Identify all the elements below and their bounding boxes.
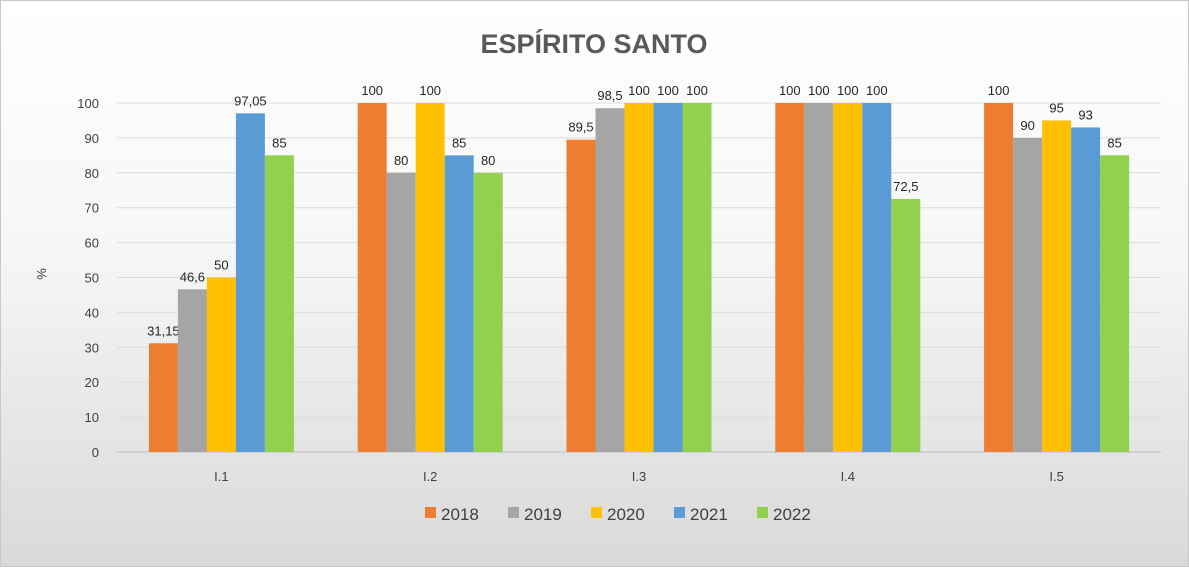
bar-2019-I.5: [1013, 137, 1043, 452]
x-tick-label: I.2: [423, 469, 437, 484]
data-label: 80: [481, 153, 495, 168]
bar-2022-I.3: [682, 103, 712, 452]
bar-2021-I.5: [1071, 127, 1101, 453]
bar-2021-I.4: [862, 103, 892, 452]
legend-swatch-2021: [674, 507, 685, 518]
bar-2021-I.2: [444, 155, 474, 452]
data-label: 100: [808, 83, 830, 98]
bar-2018-I.2: [357, 103, 387, 452]
data-label: 100: [419, 83, 441, 98]
legend-swatch-2018: [425, 507, 436, 518]
data-label: 93: [1078, 107, 1092, 122]
bar-2022-I.4: [891, 198, 921, 452]
bar-2018-I.1: [148, 343, 178, 452]
y-tick-label: 40: [85, 305, 99, 320]
y-tick-label: 60: [85, 236, 99, 251]
bar-2022-I.2: [473, 172, 503, 453]
y-axis-label: %: [34, 268, 49, 280]
bar-2019-I.3: [595, 108, 625, 453]
y-tick-label: 50: [85, 271, 99, 286]
bar-2020-I.3: [624, 103, 654, 452]
legend-label: 2018: [441, 505, 479, 524]
bar-2021-I.1: [235, 113, 265, 452]
y-tick-label: 0: [92, 445, 99, 460]
data-label: 72,5: [893, 179, 918, 194]
legend-label: 2019: [524, 505, 562, 524]
y-tick-label: 30: [85, 340, 99, 355]
x-tick-label: I.3: [632, 469, 646, 484]
data-label: 90: [1020, 118, 1034, 133]
data-label: 85: [1107, 135, 1121, 150]
y-tick-label: 80: [85, 166, 99, 181]
x-tick-label: I.1: [214, 469, 228, 484]
data-label: 50: [214, 258, 228, 273]
bar-2022-I.5: [1100, 155, 1130, 452]
legend-label: 2022: [773, 505, 811, 524]
data-label: 100: [361, 83, 383, 98]
data-label: 89,5: [568, 120, 593, 135]
data-label: 46,6: [180, 269, 205, 284]
y-tick-label: 70: [85, 201, 99, 216]
bar-2018-I.3: [566, 139, 596, 452]
bar-2019-I.4: [804, 103, 834, 452]
data-label: 80: [394, 153, 408, 168]
legend-label: 2020: [607, 505, 645, 524]
legend-swatch-2019: [508, 507, 519, 518]
x-tick-label: I.5: [1049, 469, 1063, 484]
bar-2020-I.1: [206, 277, 236, 452]
bar-2019-I.1: [177, 289, 207, 452]
legend-label: 2021: [690, 505, 728, 524]
bar-2018-I.5: [984, 103, 1014, 452]
y-tick-label: 100: [77, 96, 99, 111]
data-label: 100: [837, 83, 859, 98]
x-tick-label: I.4: [841, 469, 855, 484]
data-label: 95: [1049, 100, 1063, 115]
data-label: 100: [686, 83, 708, 98]
data-label: 100: [779, 83, 801, 98]
data-label: 100: [866, 83, 888, 98]
data-label: 100: [628, 83, 650, 98]
data-label: 100: [988, 83, 1010, 98]
legend-swatch-2020: [591, 507, 602, 518]
bar-2021-I.3: [653, 103, 683, 452]
bar-2020-I.2: [415, 103, 445, 452]
data-label: 85: [452, 135, 466, 150]
bar-2020-I.4: [833, 103, 863, 452]
y-tick-label: 20: [85, 375, 99, 390]
bar-2022-I.1: [264, 155, 294, 452]
data-label: 97,05: [234, 93, 267, 108]
bar-2020-I.5: [1042, 120, 1072, 452]
data-label: 31,15: [147, 323, 180, 338]
y-tick-label: 90: [85, 131, 99, 146]
legend-swatch-2022: [757, 507, 768, 518]
y-tick-label: 10: [85, 410, 99, 425]
bar-2018-I.4: [775, 103, 805, 452]
bar-2019-I.2: [386, 172, 416, 453]
data-label: 85: [272, 135, 286, 150]
data-label: 100: [657, 83, 679, 98]
chart-title: ESPÍRITO SANTO: [480, 28, 707, 59]
data-label: 98,5: [597, 88, 622, 103]
